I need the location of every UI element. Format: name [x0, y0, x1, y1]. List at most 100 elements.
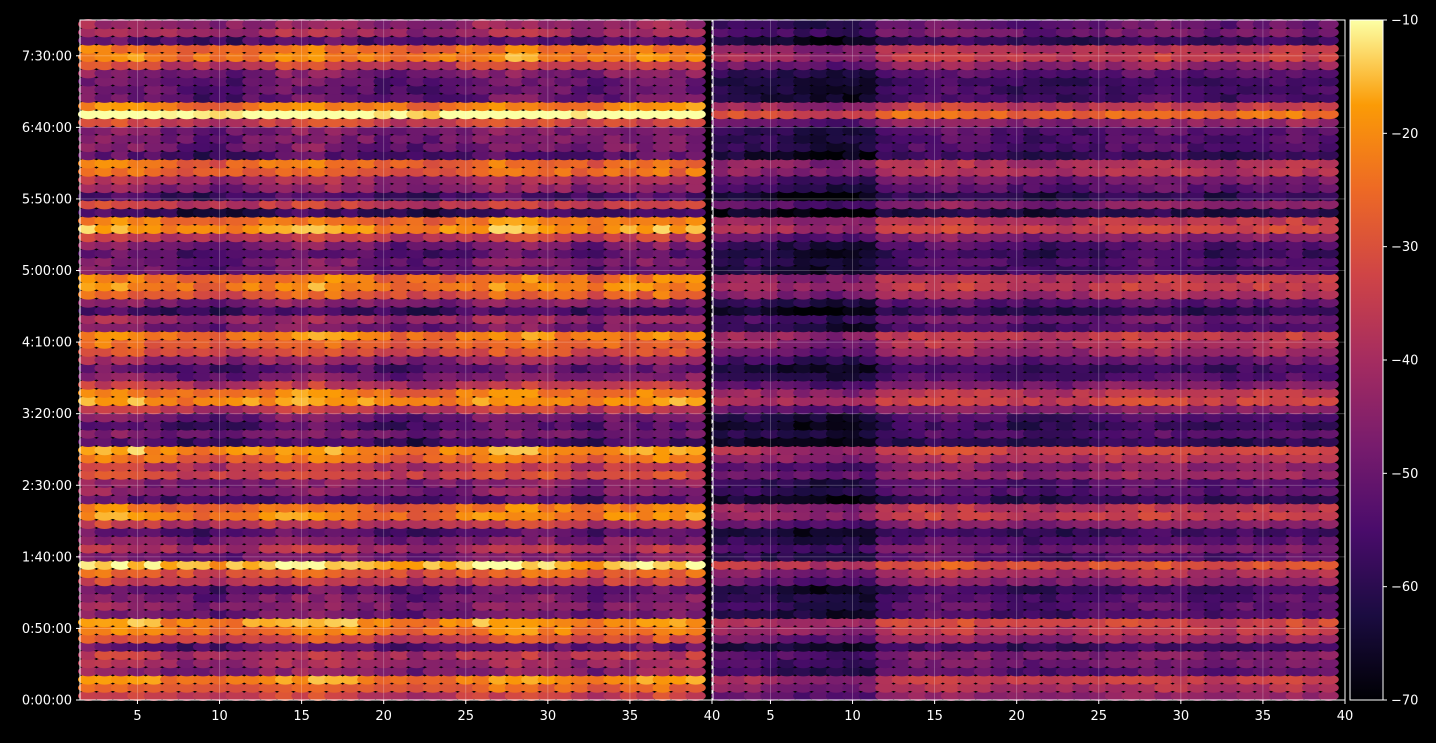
- heatmap-cell: [455, 543, 476, 554]
- heatmap-cell: [603, 461, 624, 472]
- heatmap-cell: [258, 592, 279, 603]
- heatmap-cell: [324, 633, 345, 644]
- heatmap-cell: [685, 567, 706, 579]
- heatmap-cell: [110, 690, 132, 702]
- heatmap-cell: [636, 445, 657, 456]
- heatmap-cell: [537, 543, 558, 554]
- heatmap-cell: [373, 567, 394, 579]
- heatmap-cell: [176, 535, 197, 546]
- heatmap-cell: [275, 502, 296, 513]
- heatmap-cell: [127, 608, 148, 620]
- heatmap-cell: [521, 690, 542, 702]
- heatmap-cell: [472, 567, 493, 579]
- heatmap-cell: [94, 502, 115, 513]
- heatmap-cell: [209, 445, 230, 456]
- heatmap-cell: [176, 690, 197, 702]
- heatmap-cell: [488, 551, 509, 562]
- heatmap-cell: [554, 674, 575, 685]
- heatmap-cell: [652, 641, 673, 652]
- heatmap-cell: [127, 494, 148, 505]
- heatmap-cell: [669, 576, 690, 587]
- heatmap-cell: [406, 674, 427, 685]
- heatmap-cell: [455, 666, 476, 677]
- heatmap-cell: [537, 428, 558, 439]
- heatmap-cell: [636, 543, 657, 554]
- heatmap-cell: [669, 584, 690, 595]
- heatmap-cell: [488, 510, 509, 521]
- heatmap-cell: [357, 649, 378, 661]
- heatmap-cell: [78, 584, 99, 595]
- heatmap-cell: [110, 608, 132, 620]
- heatmap-cell: [554, 682, 575, 693]
- heatmap-cell: [603, 445, 624, 456]
- heatmap-cell: [209, 559, 230, 570]
- heatmap-cell: [636, 486, 657, 497]
- heatmap-cell: [685, 617, 706, 628]
- heatmap-cell: [619, 502, 641, 513]
- heatmap-cell: [422, 682, 444, 693]
- heatmap-cell: [439, 682, 460, 693]
- heatmap-cell: [307, 584, 329, 595]
- heatmap-cell: [504, 502, 526, 513]
- heatmap-cell: [636, 649, 657, 661]
- heatmap-cell: [242, 453, 263, 464]
- heatmap-cell: [192, 682, 214, 693]
- heatmap-cell: [78, 592, 99, 603]
- heatmap-cell: [357, 420, 378, 431]
- heatmap-cell: [669, 600, 690, 611]
- heatmap-cell: [472, 658, 493, 669]
- heatmap-cell: [242, 543, 263, 554]
- heatmap-cell: [488, 600, 509, 611]
- heatmap-cell: [669, 420, 690, 431]
- heatmap-cell: [209, 592, 230, 603]
- heatmap-cell: [357, 543, 378, 554]
- heatmap-cell: [176, 633, 197, 644]
- heatmap-cell: [78, 576, 99, 587]
- heatmap-cell: [422, 600, 444, 611]
- heatmap-cell: [685, 674, 706, 685]
- heatmap-cell: [94, 526, 115, 538]
- heatmap-cell: [110, 567, 132, 579]
- heatmap-cell: [143, 428, 165, 439]
- heatmap-cell: [143, 494, 165, 505]
- heatmap-cell: [488, 428, 509, 439]
- heatmap-cell: [619, 535, 641, 546]
- heatmap-cell: [652, 649, 673, 661]
- heatmap-cell: [570, 674, 591, 685]
- heatmap-cell: [603, 428, 624, 439]
- heatmap-cell: [160, 420, 181, 431]
- heatmap-cell: [422, 608, 444, 620]
- heatmap-cell: [127, 633, 148, 644]
- heatmap-cell: [258, 567, 279, 579]
- heatmap-cell: [291, 420, 312, 431]
- heatmap-cell: [275, 608, 296, 620]
- heatmap-cell: [406, 469, 427, 480]
- heatmap-cell: [488, 576, 509, 587]
- heatmap-cell: [439, 445, 460, 456]
- heatmap-cell: [455, 551, 476, 562]
- heatmap-cell: [143, 641, 165, 652]
- heatmap-cell: [127, 477, 148, 488]
- heatmap-cell: [586, 526, 608, 538]
- heatmap-cell: [389, 625, 411, 636]
- heatmap-cell: [225, 486, 247, 497]
- heatmap-cell: [586, 592, 608, 603]
- heatmap-cell: [373, 436, 394, 447]
- heatmap-cell: [636, 576, 657, 587]
- heatmap-cell: [521, 420, 542, 431]
- heatmap-cell: [422, 551, 444, 562]
- heatmap-cell: [291, 658, 312, 669]
- heatmap-cell: [357, 551, 378, 562]
- heatmap-cell: [521, 617, 542, 628]
- heatmap-cell: [225, 576, 247, 587]
- heatmap-cell: [472, 445, 493, 456]
- heatmap-cell: [242, 641, 263, 652]
- heatmap-cell: [110, 436, 132, 447]
- heatmap-cell: [406, 486, 427, 497]
- heatmap-cell: [127, 469, 148, 480]
- heatmap-cell: [554, 551, 575, 562]
- heatmap-cell: [619, 641, 641, 652]
- heatmap-cell: [307, 502, 329, 513]
- heatmap-cell: [94, 567, 115, 579]
- heatmap-cell: [586, 420, 608, 431]
